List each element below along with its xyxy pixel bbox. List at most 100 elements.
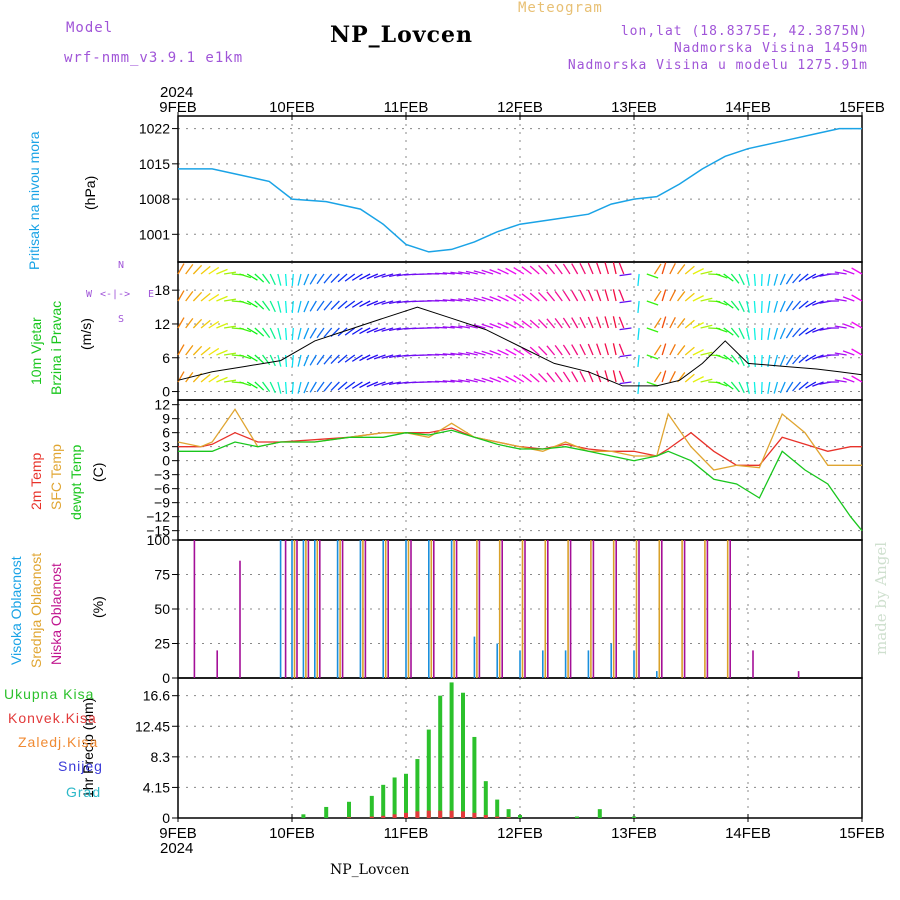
ytick-label: 50: [154, 601, 170, 617]
wind-arrow: [834, 379, 847, 383]
wind-arrow: [738, 327, 745, 340]
footer-station: NP_Lovcen: [330, 862, 410, 878]
precip-total-bar: [575, 816, 579, 818]
wind-arrow: [538, 264, 548, 275]
wind-arrow: [269, 273, 276, 286]
wind-arrow: [192, 345, 203, 356]
wind-arrow: [669, 263, 676, 275]
precip-total-bar: [392, 777, 397, 818]
wind-arrow: [185, 344, 194, 356]
precip-conv-bar: [449, 810, 454, 818]
ytick-label: 100: [147, 532, 171, 548]
precip-total-bar: [597, 809, 602, 818]
wind-arrow: [834, 325, 847, 329]
wind-arrow: [684, 373, 695, 383]
precip-total-bar: [483, 781, 488, 818]
precip-total-bar: [449, 682, 454, 818]
wind-arrow: [730, 354, 740, 365]
ytick-label: 0: [162, 670, 170, 686]
wind-arrow: [309, 381, 317, 393]
wind-arrow: [303, 300, 310, 313]
wind-arrow: [344, 273, 356, 282]
wind-arrow: [330, 381, 340, 392]
wind-arrow: [330, 273, 340, 284]
wind-arrow: [208, 293, 220, 302]
wind-arrow: [185, 263, 194, 275]
wind-arrow: [646, 354, 659, 360]
wind-arrow: [481, 296, 494, 302]
wind-arrow: [291, 327, 294, 341]
wind-arrow: [746, 300, 750, 313]
wind-arrow: [746, 273, 750, 286]
wind-arrow: [612, 289, 617, 302]
wind-arrow: [773, 327, 779, 340]
wind-arrow: [177, 344, 185, 356]
wind-arrow: [579, 262, 586, 275]
precip-conv-bar: [415, 811, 420, 818]
ytick-label: 12: [154, 397, 170, 413]
wind-arrow: [284, 354, 288, 368]
wind-arrow: [669, 317, 676, 329]
ytick-label: 9: [162, 411, 170, 427]
wind-arrow: [738, 300, 745, 313]
wind-arrow: [192, 291, 203, 302]
wind-arrow: [323, 381, 333, 392]
wind-arrow: [746, 354, 750, 367]
panel-frame-temperature: [177, 399, 863, 541]
wind-arrow: [513, 267, 525, 275]
wind-arrow: [562, 290, 571, 302]
wind-arrow: [303, 273, 310, 286]
wind-arrow: [596, 343, 602, 356]
wind-arrow: [538, 372, 548, 383]
wind-arrow: [359, 354, 371, 362]
wind-arrow: [458, 271, 471, 275]
wind-arrow: [798, 273, 809, 283]
wind-arrow: [465, 351, 478, 356]
wind-arrow: [442, 326, 455, 329]
wind-arrow: [450, 325, 463, 329]
ytick-label: 6: [162, 425, 170, 441]
wind-arrow: [653, 371, 662, 383]
legend-grad: Grad: [66, 784, 102, 800]
wind-arrow: [571, 317, 579, 329]
wind-arrow: [715, 300, 728, 306]
wind-arrow: [373, 273, 386, 279]
wind-arrow: [792, 300, 802, 311]
wind-arrow: [812, 273, 824, 279]
wind-arrow: [646, 327, 659, 333]
wind-arrow: [773, 381, 779, 394]
wind-arrow: [677, 345, 686, 356]
wind-arrow: [373, 381, 386, 387]
wind-arrow: [571, 290, 579, 302]
year-bottom: 2024: [160, 840, 194, 857]
wind-arrow: [571, 263, 579, 275]
wind-arrow: [738, 381, 745, 394]
wind-arrow: [612, 262, 617, 275]
wind-arrow: [746, 381, 750, 394]
wind-arrow: [677, 291, 686, 302]
wind-arrow: [738, 273, 745, 286]
wind-arrow: [579, 370, 586, 383]
wind-arrow: [684, 265, 695, 275]
precip-conv-bar: [461, 811, 465, 818]
wind-arrow: [216, 376, 228, 383]
wind-arrow: [692, 322, 704, 329]
wind-arrow: [254, 327, 265, 337]
wind-arrow: [337, 273, 348, 283]
wind-arrow: [723, 273, 734, 282]
precip-total-bar: [461, 692, 465, 818]
wind-arrow: [297, 300, 302, 313]
wind-arrow: [505, 348, 517, 356]
wind-arrow: [812, 300, 824, 306]
wind-arrow: [284, 381, 288, 395]
wind-arrow: [254, 300, 265, 310]
wind-arrow: [529, 265, 540, 275]
wind-arrow: [450, 298, 463, 302]
wind-arrow: [434, 299, 448, 302]
wind-arrow: [753, 354, 756, 368]
wind-arrow: [192, 318, 203, 329]
wind-arrow: [730, 327, 740, 338]
wind-arrow: [291, 354, 294, 368]
wind-arrow: [785, 354, 794, 366]
precip-conv-bar: [392, 814, 397, 818]
